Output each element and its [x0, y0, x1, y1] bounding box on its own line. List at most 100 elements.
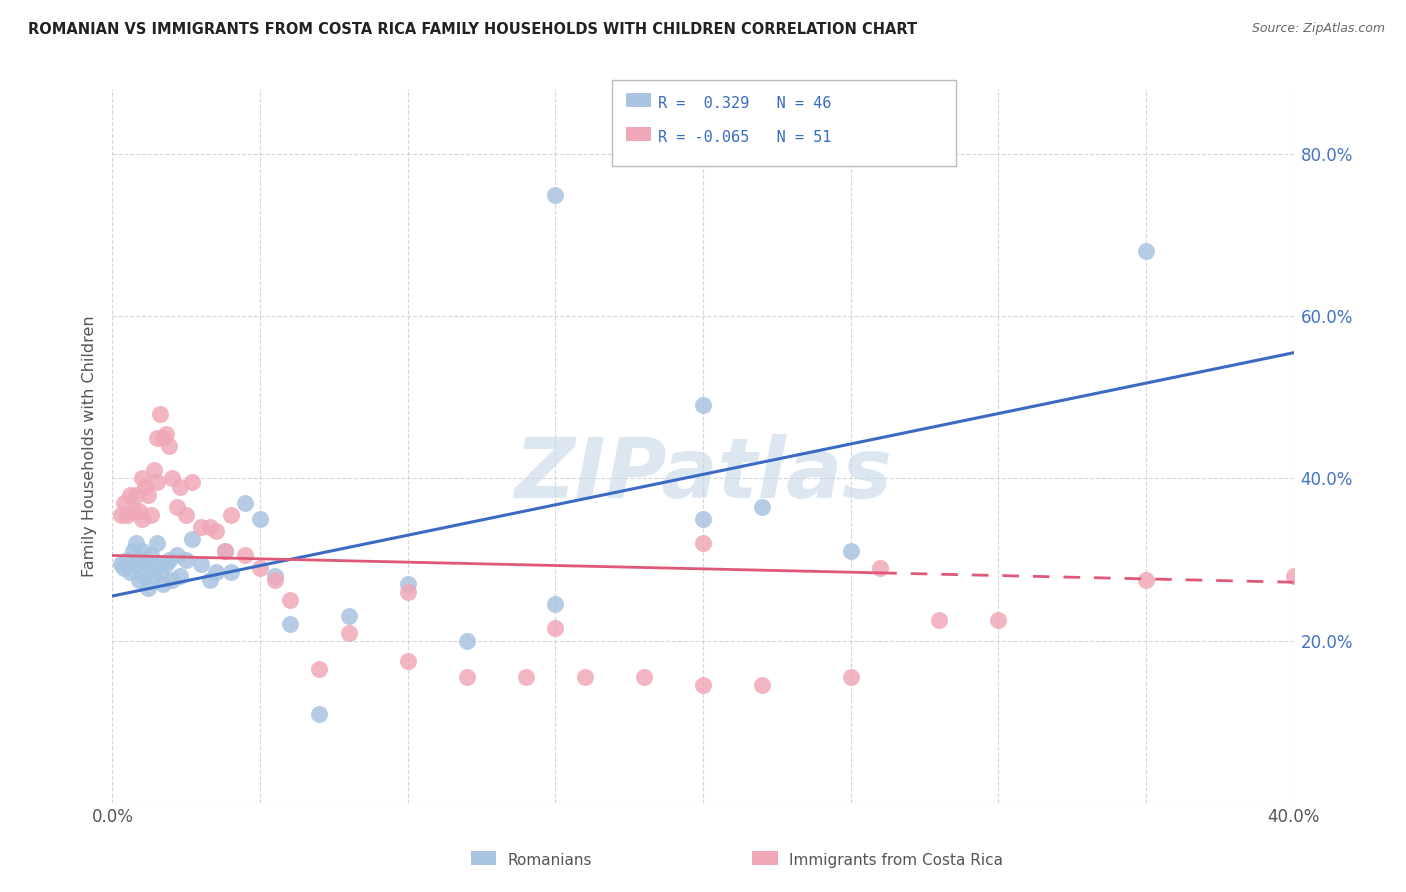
Point — [337, 609, 360, 624]
Point — [120, 488, 142, 502]
Point — [214, 544, 236, 558]
Point — [112, 560, 135, 574]
Point — [146, 475, 169, 490]
Point — [205, 524, 228, 538]
Point — [166, 500, 188, 514]
Point — [308, 706, 330, 721]
Point — [987, 613, 1010, 627]
Point — [751, 678, 773, 692]
Point — [692, 678, 714, 692]
Point — [136, 557, 159, 571]
Point — [214, 544, 236, 558]
Point — [157, 552, 180, 566]
Point — [456, 633, 478, 648]
Point — [120, 565, 142, 579]
Point — [515, 670, 537, 684]
Point — [125, 557, 148, 571]
Y-axis label: Family Households with Children: Family Households with Children — [82, 315, 97, 577]
Point — [169, 479, 191, 493]
Point — [396, 654, 419, 668]
Point — [117, 552, 138, 566]
Point — [233, 496, 256, 510]
Text: R = -0.065   N = 51: R = -0.065 N = 51 — [658, 129, 831, 145]
Point — [134, 568, 156, 582]
Point — [198, 573, 221, 587]
Point — [692, 399, 714, 413]
Text: ZIPatlas: ZIPatlas — [515, 434, 891, 515]
Point — [928, 613, 950, 627]
Point — [169, 568, 191, 582]
Point — [574, 670, 596, 684]
Point — [869, 560, 891, 574]
Point — [160, 471, 183, 485]
Point — [160, 573, 183, 587]
Point — [139, 549, 162, 563]
Point — [396, 585, 419, 599]
Point — [149, 565, 172, 579]
Point — [166, 549, 188, 563]
Point — [190, 557, 212, 571]
Point — [131, 544, 153, 558]
Point — [181, 475, 204, 490]
Point — [128, 573, 150, 587]
Point — [633, 670, 655, 684]
Point — [278, 593, 301, 607]
Point — [128, 504, 150, 518]
Point — [142, 463, 165, 477]
Point — [264, 568, 287, 582]
Point — [122, 504, 145, 518]
Point — [131, 471, 153, 485]
Point — [152, 431, 174, 445]
Point — [142, 568, 165, 582]
Point — [174, 508, 197, 522]
Point — [544, 187, 567, 202]
Point — [198, 520, 221, 534]
Point — [122, 544, 145, 558]
Point — [155, 426, 177, 441]
Point — [125, 488, 148, 502]
Point — [110, 508, 132, 522]
Point — [249, 512, 271, 526]
Point — [692, 512, 714, 526]
Point — [278, 617, 301, 632]
Point — [134, 479, 156, 493]
Point — [1135, 244, 1157, 259]
Point — [149, 407, 172, 421]
Point — [117, 508, 138, 522]
Point — [839, 544, 862, 558]
Point — [131, 554, 153, 568]
Point — [264, 573, 287, 587]
Point — [219, 508, 242, 522]
Point — [692, 536, 714, 550]
Point — [456, 670, 478, 684]
Point — [190, 520, 212, 534]
Point — [751, 500, 773, 514]
Point — [136, 488, 159, 502]
Point — [839, 670, 862, 684]
Point — [219, 565, 242, 579]
Point — [125, 536, 148, 550]
Point — [110, 557, 132, 571]
Point — [181, 533, 204, 547]
Text: ROMANIAN VS IMMIGRANTS FROM COSTA RICA FAMILY HOUSEHOLDS WITH CHILDREN CORRELATI: ROMANIAN VS IMMIGRANTS FROM COSTA RICA F… — [28, 22, 917, 37]
Text: R =  0.329   N = 46: R = 0.329 N = 46 — [658, 95, 831, 111]
Point — [396, 577, 419, 591]
Point — [174, 552, 197, 566]
Point — [233, 549, 256, 563]
Point — [205, 565, 228, 579]
Point — [146, 536, 169, 550]
Point — [146, 431, 169, 445]
Text: Romanians: Romanians — [508, 853, 592, 868]
Point — [544, 597, 567, 611]
Text: Source: ZipAtlas.com: Source: ZipAtlas.com — [1251, 22, 1385, 36]
Point — [157, 439, 180, 453]
Point — [139, 508, 162, 522]
Point — [136, 581, 159, 595]
Point — [155, 557, 177, 571]
Text: Immigrants from Costa Rica: Immigrants from Costa Rica — [789, 853, 1002, 868]
Point — [337, 625, 360, 640]
Point — [152, 577, 174, 591]
Point — [308, 662, 330, 676]
Point — [1135, 573, 1157, 587]
Point — [249, 560, 271, 574]
